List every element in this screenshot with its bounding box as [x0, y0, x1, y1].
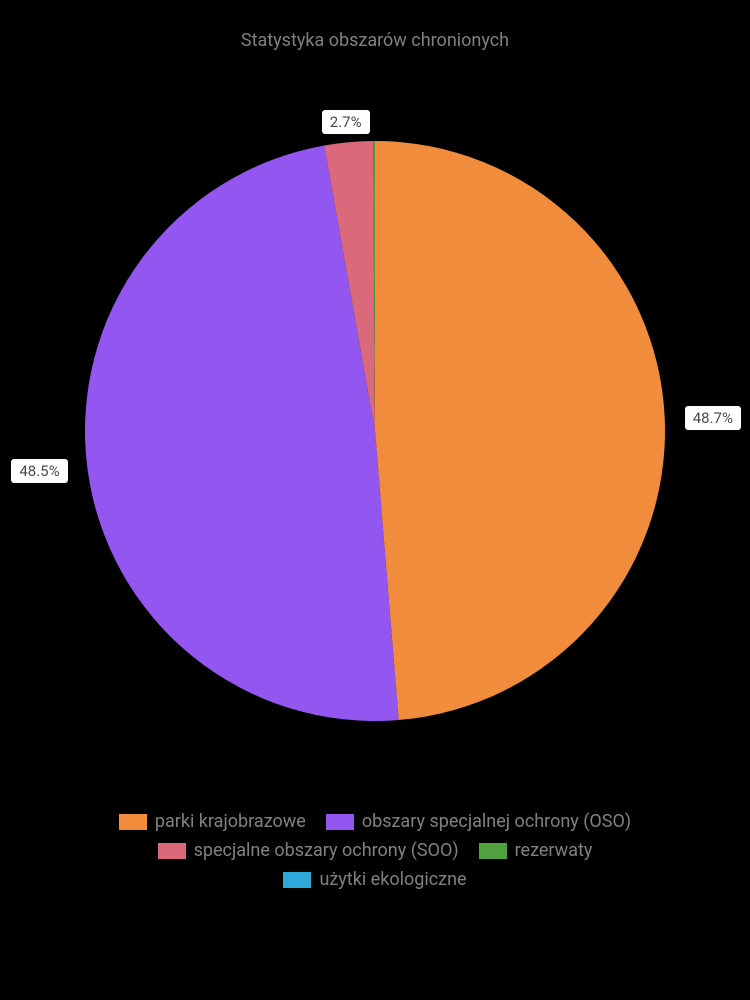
legend-item: rezerwaty — [479, 840, 593, 861]
legend-row: parki krajobrazowe obszary specjalnej och… — [40, 811, 710, 832]
chart-area: 48.7% 48.5% 2.7% — [0, 51, 750, 811]
legend: parki krajobrazowe obszary specjalnej och… — [0, 811, 750, 890]
slice-label: 2.7% — [322, 110, 370, 134]
legend-label: rezerwaty — [515, 840, 593, 861]
legend-label: specjalne obszary ochrony (SOO) — [194, 840, 459, 861]
pie-chart — [75, 131, 675, 731]
legend-swatch — [283, 872, 311, 888]
legend-swatch — [158, 843, 186, 859]
legend-row: użytki ekologiczne — [40, 869, 710, 890]
legend-label: parki krajobrazowe — [155, 811, 306, 832]
chart-container: Statystyka obszarów chronionych 48.7%48.… — [0, 0, 750, 1000]
legend-item: specjalne obszary ochrony (SOO) — [158, 840, 459, 861]
slice-label: 48.7% — [685, 406, 741, 430]
legend-label: obszary specjalnej ochrony (OSO) — [362, 811, 631, 832]
pie-slice — [375, 141, 665, 720]
chart-title: Statystyka obszarów chronionych — [0, 0, 750, 51]
legend-swatch — [479, 843, 507, 859]
slice-label: 48.5% — [11, 459, 67, 483]
legend-item: użytki ekologiczne — [283, 869, 466, 890]
legend-item: parki krajobrazowe — [119, 811, 306, 832]
legend-item: obszary specjalnej ochrony (OSO) — [326, 811, 631, 832]
legend-swatch — [326, 814, 354, 830]
legend-label: użytki ekologiczne — [319, 869, 466, 890]
legend-swatch — [119, 814, 147, 830]
legend-row: specjalne obszary ochrony (SOO) rezerwaty — [40, 840, 710, 861]
